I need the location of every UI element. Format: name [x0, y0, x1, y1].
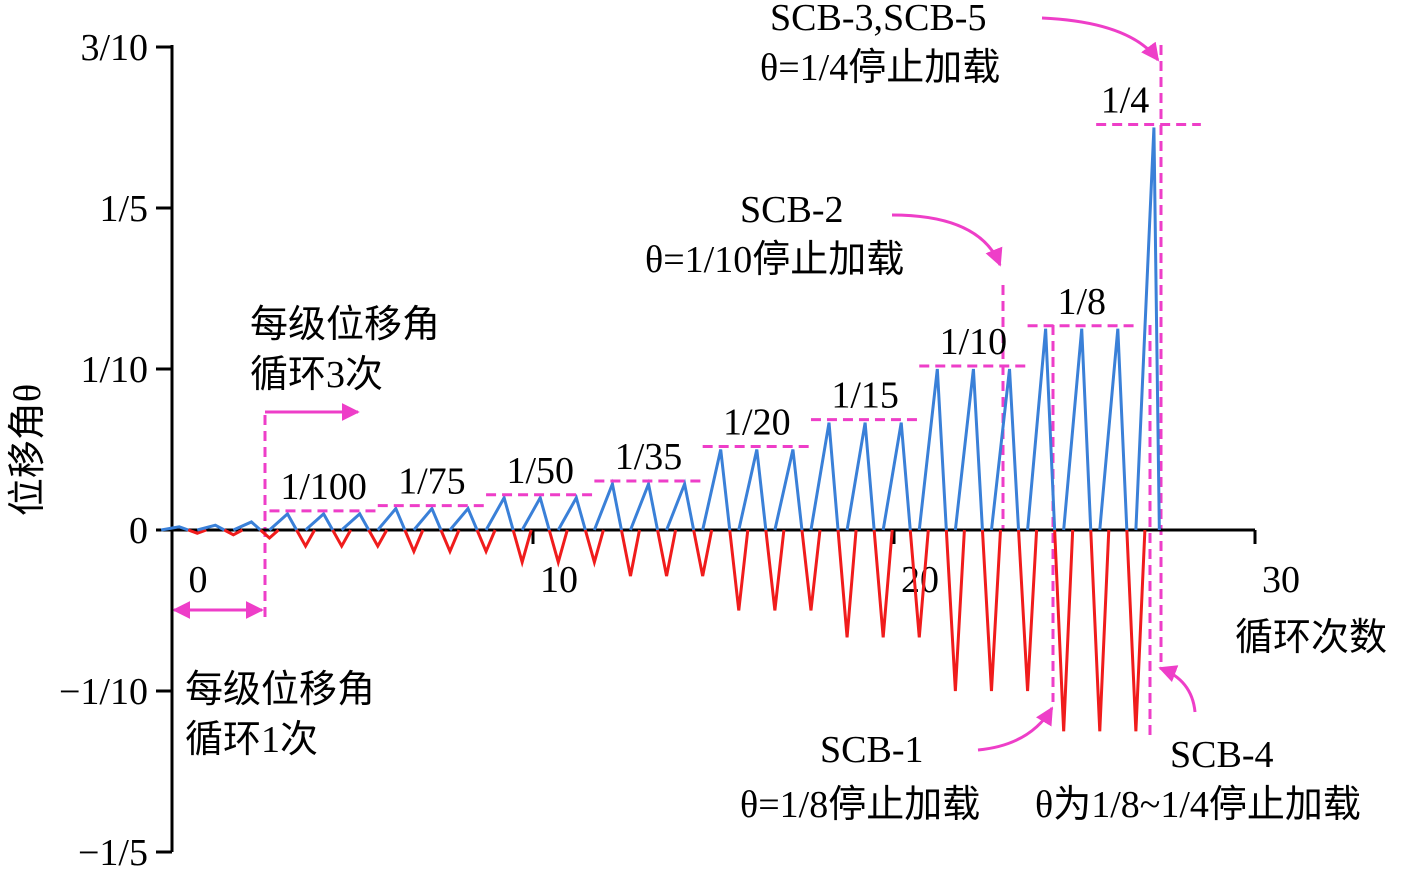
negative-half-cycle	[836, 529, 858, 638]
positive-half-cycle	[737, 449, 768, 531]
positive-half-cycle	[881, 422, 912, 531]
positive-half-cycle	[520, 493, 551, 531]
negative-half-cycle	[1017, 529, 1039, 692]
positive-half-cycle	[1134, 127, 1161, 531]
positive-half-cycle	[484, 493, 515, 531]
positive-half-cycle	[556, 493, 587, 531]
positive-half-cycle	[448, 505, 479, 531]
positive-half-cycle	[304, 511, 334, 532]
positive-half-cycle	[412, 505, 443, 531]
positive-half-cycle	[1098, 328, 1129, 531]
annotation: 每级位移角	[185, 669, 375, 711]
arrow	[1158, 665, 1197, 713]
negative-half-cycle	[1089, 529, 1111, 732]
negative-half-cycle	[223, 528, 244, 537]
negative-half-cycle	[872, 529, 894, 638]
negative-half-cycle	[475, 529, 497, 556]
negative-half-cycle	[187, 528, 207, 535]
y-tick-label: 0	[129, 510, 148, 552]
y-tick-label: 1/5	[99, 188, 148, 230]
x-tick-label: 30	[1262, 559, 1300, 601]
y-axis-label: 位移角θ	[7, 384, 49, 516]
negative-half-cycle	[656, 529, 678, 577]
y-tick-label: 3/10	[80, 27, 148, 69]
x-axis-label: 循环次数	[1235, 617, 1387, 659]
negative-half-cycle	[403, 529, 425, 556]
negative-half-cycle	[295, 529, 316, 550]
negative-half-cycle	[1125, 529, 1147, 732]
annotation: SCB-3,SCB-5	[770, 0, 986, 39]
positive-half-cycle	[845, 422, 876, 531]
positive-half-cycle	[268, 511, 298, 532]
level-label: 1/75	[398, 461, 466, 503]
x-tick-label: 20	[901, 559, 939, 601]
negative-half-cycle	[439, 529, 461, 556]
annotation: θ=1/4停止加载	[760, 47, 1000, 89]
y-tick-label: −1/10	[59, 671, 148, 713]
positive-half-cycle	[160, 525, 189, 532]
arrow	[1041, 16, 1160, 62]
negative-half-cycle	[619, 529, 641, 577]
negative-half-cycle	[331, 529, 353, 550]
positive-half-cycle	[773, 449, 804, 531]
positive-half-cycle	[629, 478, 660, 531]
negative-half-cycle	[692, 529, 714, 577]
level-label: 1/20	[723, 402, 791, 444]
level-label: 1/10	[940, 321, 1008, 363]
positive-half-cycle	[376, 505, 407, 531]
negative-half-cycle	[583, 529, 605, 568]
annotation: 每级位移角	[250, 304, 440, 346]
negative-half-cycle	[511, 529, 533, 568]
x-tick-label: 10	[540, 559, 578, 601]
negative-half-cycle	[728, 529, 750, 611]
level-label: 1/8	[1057, 281, 1106, 323]
arrow	[977, 706, 1054, 752]
positive-half-cycle	[809, 422, 840, 531]
positive-half-cycle	[1062, 328, 1093, 531]
positive-half-cycle	[1026, 328, 1057, 531]
annotation-graphics	[172, 16, 1197, 752]
positive-half-cycle	[592, 478, 623, 531]
level-label: 1/4	[1101, 80, 1150, 122]
annotation: 循环3次	[250, 354, 383, 396]
positive-half-cycle	[701, 449, 732, 531]
negative-half-cycle	[980, 529, 1002, 692]
positive-half-cycle	[989, 368, 1021, 531]
annotation: SCB-4	[1170, 734, 1273, 776]
positive-half-cycle	[665, 478, 696, 531]
negative-half-cycle	[944, 529, 966, 692]
negative-half-cycle	[1053, 529, 1075, 732]
annotation: SCB-2	[740, 189, 843, 231]
positive-half-cycle	[232, 520, 262, 532]
negative-half-cycle	[908, 529, 930, 638]
negative-half-cycle	[259, 528, 280, 541]
positive-half-cycle	[953, 368, 984, 531]
negative-half-cycle	[764, 529, 786, 611]
negative-half-cycle	[367, 529, 389, 550]
x-tick-label: 0	[189, 559, 208, 601]
negative-half-cycle	[547, 529, 569, 568]
level-label: 1/100	[280, 466, 367, 508]
positive-half-cycle	[917, 368, 948, 531]
y-tick-label: 1/10	[80, 349, 148, 391]
level-label: 1/15	[831, 375, 899, 417]
negative-half-cycle	[800, 529, 822, 611]
level-label: 1/35	[615, 436, 683, 478]
annotation: θ=1/8停止加载	[740, 784, 980, 826]
annotation: SCB-1	[820, 729, 923, 771]
annotation: θ=1/10停止加载	[645, 239, 904, 281]
positive-half-cycle	[196, 523, 226, 532]
positive-half-cycle	[340, 511, 371, 532]
y-tick-label: −1/5	[78, 832, 148, 872]
annotation: 循环1次	[185, 719, 318, 761]
arrow	[891, 213, 1003, 267]
level-label: 1/50	[506, 450, 574, 492]
annotation: θ为1/8~1/4停止加载	[1035, 784, 1361, 826]
